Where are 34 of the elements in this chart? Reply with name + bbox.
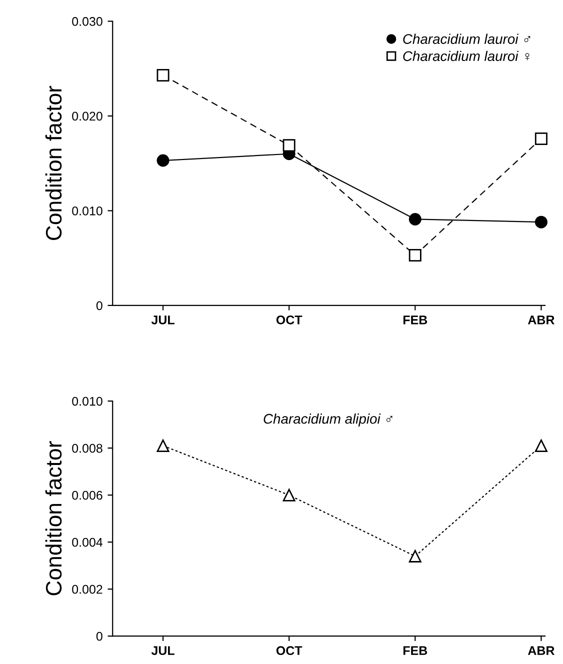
- point: [408, 212, 422, 226]
- y-tick-label: 0.020: [72, 112, 102, 121]
- y-tick-label: 0: [96, 301, 102, 310]
- point: [156, 154, 170, 167]
- point: [408, 550, 422, 562]
- y-tick-label: 0.008: [72, 444, 102, 453]
- x-tick-label: JUL: [151, 316, 174, 324]
- x-tick-label: FEB: [403, 316, 428, 324]
- x-tick-label: ABR: [528, 646, 554, 655]
- x-tick-label: OCT: [276, 646, 302, 656]
- legend-label: Characidium lauroi ♀: [403, 50, 530, 62]
- x-tick-label: ABR: [528, 316, 554, 324]
- y-tick-label: 0.004: [72, 538, 103, 547]
- y-axis-title: Condition factor: [45, 86, 62, 240]
- y-axis-title: Condition factor: [45, 441, 62, 596]
- x-tick-label: FEB: [403, 646, 428, 655]
- legend-label: Characidium lauroi ♂: [403, 34, 530, 44]
- y-tick-label: 0.002: [72, 584, 102, 594]
- point: [534, 132, 548, 145]
- y-tick-label: 0.030: [72, 17, 102, 26]
- point: [156, 439, 170, 452]
- point: [282, 488, 296, 502]
- y-tick-label: 0.006: [72, 490, 102, 500]
- point: [534, 216, 548, 228]
- point: [534, 439, 548, 452]
- point: [408, 248, 422, 262]
- text: Characidium alipioi ♂: [264, 414, 392, 427]
- x-tick-label: JUL: [151, 646, 174, 656]
- y-tick-label: 0.010: [72, 396, 102, 406]
- point: [282, 139, 296, 152]
- y-tick-label: 0.010: [72, 206, 102, 216]
- x-tick-label: OCT: [276, 315, 302, 324]
- y-tick-label: 0: [96, 632, 102, 641]
- point: [156, 68, 170, 82]
